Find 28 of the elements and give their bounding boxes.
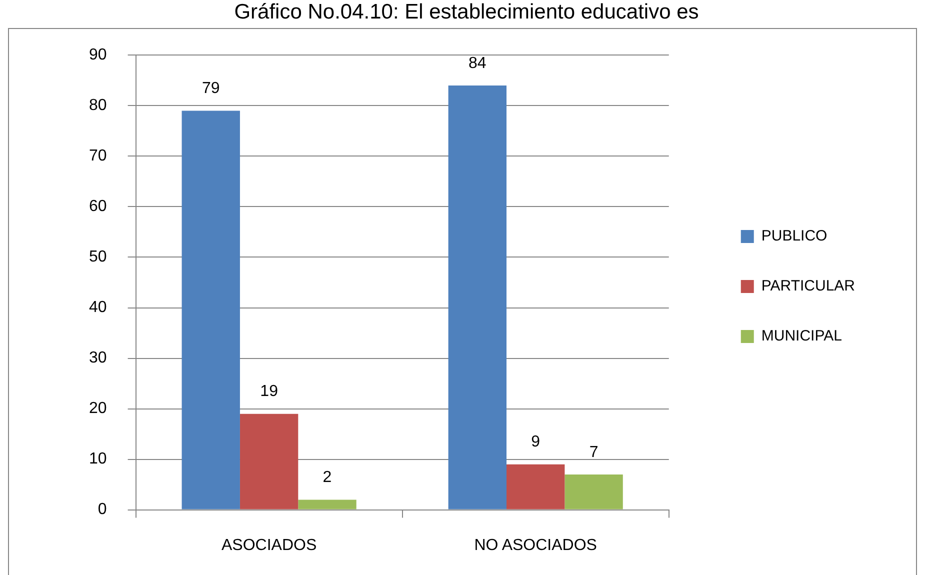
x-tick-label: ASOCIADOS (221, 536, 317, 554)
legend-label: PUBLICO (761, 228, 828, 245)
x-tick-label: NO ASOCIADOS (474, 536, 597, 554)
y-tick-label: 20 (89, 400, 107, 418)
legend-label: PARTICULAR (761, 278, 856, 295)
y-tick-label: 0 (98, 501, 107, 518)
data-label: 7 (589, 444, 598, 461)
bar (506, 464, 565, 510)
y-tick-label: 40 (89, 299, 107, 316)
y-tick-label: 90 (89, 46, 107, 64)
data-label: 84 (468, 54, 486, 72)
data-label: 19 (260, 383, 278, 400)
y-tick-label: 30 (89, 350, 107, 367)
bar (298, 500, 356, 510)
y-tick-label: 10 (89, 450, 107, 468)
chart-title: Gráfico No.04.10: El establecimiento educativo es (234, 0, 699, 24)
bar (564, 474, 623, 510)
bar (240, 414, 298, 510)
bar (448, 86, 507, 510)
y-tick-label: 50 (89, 248, 107, 266)
y-tick-label: 60 (89, 198, 107, 216)
y-tick-label: 70 (89, 148, 107, 165)
data-label: 79 (202, 80, 220, 98)
data-label: 9 (531, 434, 540, 451)
legend-label: MUNICIPAL (761, 328, 842, 345)
y-tick-label: 80 (89, 97, 107, 114)
bar (182, 110, 240, 510)
data-label: 2 (322, 469, 332, 486)
